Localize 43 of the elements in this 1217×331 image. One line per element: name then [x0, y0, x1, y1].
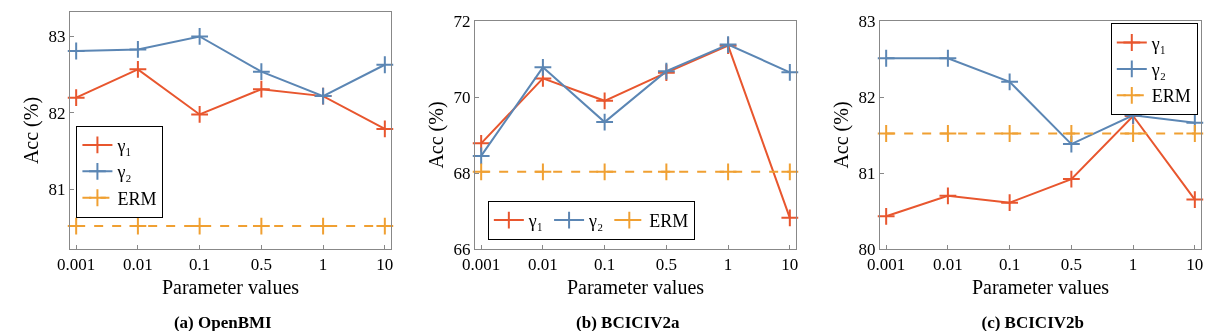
legend-label: ERM — [117, 188, 157, 209]
legend-label: ERM — [1151, 86, 1191, 107]
x-tick-label: 1 — [723, 255, 733, 275]
x-tick-label: 0.5 — [1060, 255, 1082, 275]
y-tick-label: 72 — [453, 11, 471, 31]
x-tick-label: 0.01 — [933, 255, 963, 275]
x-tick-label: 0.1 — [594, 255, 616, 275]
y-tick-label: 81 — [48, 180, 66, 200]
text: (b) BCICIV2a — [576, 312, 680, 331]
x-tick-label: 10 — [376, 255, 394, 275]
x-tick-label: 0.5 — [250, 255, 272, 275]
legend-label: γ₁ — [116, 135, 132, 156]
y-tick-label: 82 — [858, 87, 876, 107]
x-tick-label: 0.01 — [528, 255, 558, 275]
legend-label: γ₂ — [588, 211, 604, 232]
y-tick-label: 81 — [858, 163, 876, 183]
text: (a) OpenBMI — [173, 312, 273, 331]
x-tick-label: 1 — [318, 255, 328, 275]
y-tick-label: 70 — [453, 87, 471, 107]
x-tick-label: 10 — [781, 255, 799, 275]
y-axis-title: Acc (%) — [425, 101, 449, 169]
y-tick-label: 68 — [453, 163, 471, 183]
x-axis-title: Parameter values — [971, 275, 1110, 298]
legend-label: ERM — [649, 211, 689, 232]
legend-label: γ₂ — [1150, 59, 1167, 80]
legend-label: γ₁ — [527, 211, 544, 232]
x-tick-label: 0.01 — [123, 255, 153, 275]
y-axis-title: Acc (%) — [20, 96, 44, 165]
y-tick-label: 82 — [48, 103, 66, 123]
x-tick-label: 1 — [1128, 255, 1138, 275]
x-axis-title: Parameter values — [566, 275, 705, 298]
legend-label: γ₂ — [116, 162, 132, 183]
x-axis-title: Parameter values — [161, 275, 300, 298]
x-tick-label: 0.1 — [189, 255, 211, 275]
text: (c) BCICIV2b — [981, 312, 1084, 331]
y-tick-label: 83 — [48, 27, 66, 47]
x-tick-label: 0.1 — [999, 255, 1021, 275]
legend-label: γ₁ — [1150, 33, 1167, 54]
x-tick-label: 10 — [1186, 255, 1204, 275]
y-tick-label: 83 — [858, 11, 876, 31]
x-tick-label: 0.5 — [655, 255, 677, 275]
x-tick-label: 0.001 — [57, 255, 96, 275]
y-axis-title: Acc (%) — [830, 101, 854, 169]
